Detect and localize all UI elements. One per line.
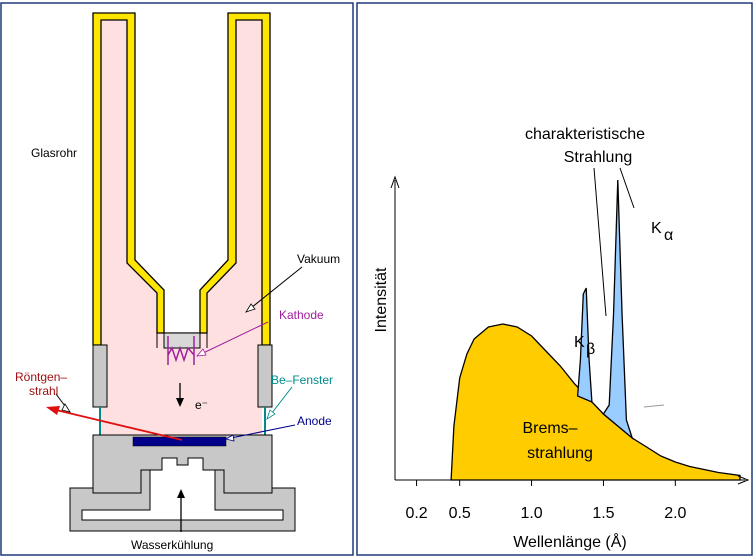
anode-plate [132,436,227,447]
vakuum-leader-head [245,303,256,313]
k-beta-peak [576,287,593,404]
be-fenster-leader-head [266,409,276,420]
label-roentgen-line1: Röntgen– [15,370,67,384]
label-glasrohr: Glasrohr [31,146,77,160]
cooling-base [69,469,296,532]
x-tick-label: 0.2 [405,505,427,522]
anode-leader [225,424,296,440]
kathode-leader-head [196,348,207,357]
left-collar [92,344,108,408]
right-panel-frame [356,2,753,556]
x-tick-label: 0.5 [449,505,471,522]
label-be-fenster: Be–Fenster [271,373,333,387]
vakuum-leader [245,266,303,313]
label-roentgen-line2: strahl [29,384,58,398]
x-ticks: 0.2 0.5 1.0 1.5 2.0 [405,480,687,522]
k-alpha-peak [602,179,634,440]
kathode-leader [196,321,269,357]
y-axis-arrow [390,175,400,189]
vacuum-region [101,20,262,443]
bremsstrahlung-area [450,323,741,481]
label-k-alpha-sub: α [664,227,673,244]
x-axis-arrow [737,475,750,485]
xray-beam-arrow-head [46,406,60,415]
x-tick-label: 2.0 [664,505,686,522]
xray-beam [55,409,183,441]
xray-tube-diagram: Glasrohr Vakuum Kathode e⁻ Röntgen– stra… [15,12,340,552]
char-leader-kalpha [619,167,635,209]
label-vakuum: Vakuum [297,252,340,266]
roentgen-leader-head [61,403,71,413]
label-strahlung-brems: strahlung [527,445,593,462]
label-kathode: Kathode [279,308,324,322]
left-panel-frame [0,2,354,556]
x-tick-label: 1.5 [592,505,614,522]
spectrum-chart: 0.2 0.5 1.0 1.5 2.0 Wellenlänge (Å) Intensit… [373,126,750,551]
char-leader-kbeta [593,167,607,317]
cathode-cup [163,332,201,349]
kalpha-gray-mark [643,404,665,408]
label-anode: Anode [297,414,332,428]
label-wasserkuehlung: Wasserkühlung [131,538,213,552]
label-k-beta: K [574,334,585,351]
water-cooling-arrow-head [177,489,185,498]
kathode-filament [167,336,195,365]
label-k-alpha: K [651,220,662,237]
label-electron: e⁻ [195,398,208,412]
label-brems: Brems– [522,420,577,437]
x-axis-label: Wellenlänge (Å) [513,532,627,551]
electron-arrow-head [176,398,184,407]
right-collar [257,344,273,408]
x-tick-label: 1.0 [520,505,542,522]
y-axis-label: Intensität [373,267,390,332]
anode-leader-head [224,434,235,442]
label-charakteristische: charakteristische [525,126,645,143]
label-k-beta-sub: β [586,341,595,358]
label-strahlung: Strahlung [564,149,633,166]
